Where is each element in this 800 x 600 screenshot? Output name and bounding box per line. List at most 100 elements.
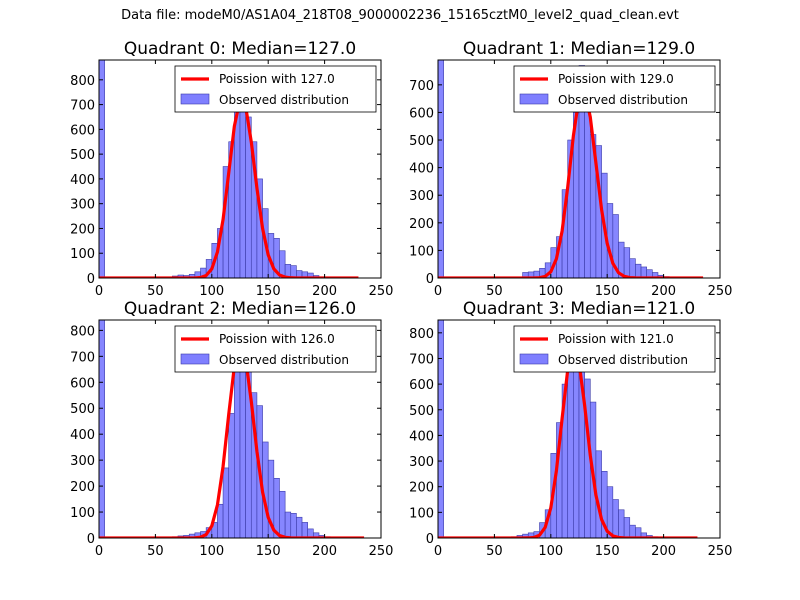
observed-bar — [239, 86, 246, 278]
x-tick-label: 0 — [434, 544, 442, 559]
legend-label-poisson: Poission with 127.0 — [219, 72, 335, 86]
axes-frame — [437, 319, 721, 539]
axes-frame — [98, 319, 382, 539]
y-tick-label: 400 — [70, 428, 95, 443]
y-tick-label: 200 — [70, 480, 95, 495]
legend-label-poisson: Poission with 121.0 — [558, 332, 674, 346]
x-tick-label: 150 — [256, 284, 281, 299]
x-tick-label: 150 — [595, 544, 620, 559]
legend: Poission with 127.0 Observed distribution — [174, 65, 377, 113]
y-tick-label: 100 — [409, 506, 434, 521]
x-tick-label: 250 — [369, 544, 394, 559]
legend-label-poisson: Poission with 129.0 — [558, 72, 674, 86]
legend-bar-swatch — [180, 93, 210, 105]
x-tick-label: 0 — [95, 284, 103, 299]
y-tick-label: 200 — [409, 217, 434, 232]
y-tick-label: 500 — [70, 402, 95, 417]
y-tick-label: 200 — [409, 481, 434, 496]
observed-bar — [234, 369, 241, 538]
observed-bar — [296, 516, 303, 538]
axes-frame — [437, 59, 721, 279]
observed-bar — [629, 524, 636, 538]
legend-box — [174, 325, 377, 373]
y-tick-label: 100 — [70, 247, 95, 262]
legend-label-observed: Observed distribution — [219, 93, 349, 107]
y-tick-label: 700 — [409, 79, 434, 94]
y-tick-label: 500 — [409, 134, 434, 149]
poisson-curve — [99, 98, 359, 278]
observed-bar — [222, 467, 230, 538]
legend-label-observed: Observed distribution — [558, 353, 688, 367]
x-tick-label: 50 — [486, 544, 503, 559]
y-tick-label: 700 — [70, 350, 95, 365]
observed-bar — [290, 265, 297, 278]
observed-bar — [584, 98, 591, 278]
y-tick-label: 0 — [426, 272, 434, 287]
y-tick-label: 500 — [409, 404, 434, 419]
x-tick-label: 0 — [434, 284, 442, 299]
observed-bar — [438, 320, 444, 538]
panel-title: Quadrant 1: Median=129.0 — [463, 39, 695, 59]
observed-bar — [284, 511, 292, 538]
x-tick-label: 100 — [199, 544, 224, 559]
quadrant-1-panel: 0 50 100 150 200 250 0 100 200 300 400 500 600 700 Qua… — [409, 39, 732, 299]
x-tick-label: 0 — [95, 544, 103, 559]
x-tick-label: 200 — [312, 544, 337, 559]
observed-bar — [629, 258, 636, 278]
x-tick-label: 100 — [199, 284, 224, 299]
legend-label-observed: Observed distribution — [219, 353, 349, 367]
figure-title: Data file: modeM0/AS1A04_218T08_90000022… — [121, 8, 679, 23]
observed-bar — [99, 60, 105, 278]
legend-box — [513, 325, 716, 373]
y-tick-label: 600 — [70, 123, 95, 138]
x-tick-label: 200 — [651, 544, 676, 559]
observed-bar — [228, 413, 235, 538]
x-tick-label: 50 — [486, 284, 503, 299]
y-tick-label: 300 — [70, 198, 95, 213]
y-tick-label: 0 — [426, 532, 434, 547]
poisson-curve — [438, 88, 704, 278]
legend-bar-swatch — [519, 93, 549, 105]
y-tick-label: 300 — [409, 189, 434, 204]
y-tick-label: 800 — [70, 324, 95, 339]
y-tick-label: 0 — [87, 272, 95, 287]
y-tick-label: 800 — [70, 74, 95, 89]
x-tick-label: 250 — [369, 284, 394, 299]
observed-bar — [99, 320, 105, 538]
legend-bar-swatch — [519, 353, 549, 365]
observed-bar — [279, 490, 286, 538]
y-tick-label: 400 — [70, 173, 95, 188]
x-tick-label: 250 — [708, 544, 733, 559]
y-tick-label: 100 — [70, 506, 95, 521]
legend: Poission with 121.0 Observed distribution — [513, 325, 716, 373]
y-tick-label: 0 — [87, 532, 95, 547]
poisson-curve — [99, 342, 365, 538]
y-tick-label: 300 — [70, 454, 95, 469]
observed-bar — [612, 499, 619, 538]
y-tick-label: 500 — [70, 148, 95, 163]
x-tick-label: 200 — [312, 284, 337, 299]
legend-bar-swatch — [180, 353, 210, 365]
axes-frame — [98, 59, 382, 279]
x-tick-label: 150 — [595, 284, 620, 299]
observed-bar — [623, 247, 631, 278]
y-tick-label: 700 — [409, 352, 434, 367]
legend-label-observed: Observed distribution — [558, 93, 688, 107]
observed-bar — [635, 263, 642, 278]
y-tick-label: 200 — [70, 222, 95, 237]
y-tick-label: 600 — [70, 376, 95, 391]
panel-title: Quadrant 2: Median=126.0 — [124, 299, 356, 319]
x-tick-label: 200 — [651, 284, 676, 299]
observed-bar — [618, 509, 625, 538]
y-tick-label: 600 — [409, 106, 434, 121]
x-tick-label: 100 — [538, 284, 563, 299]
observed-bar — [640, 266, 647, 278]
observed-bar — [623, 517, 631, 538]
quadrant-0-panel: 0 50 100 150 200 250 0 100 200 300 400 500 600 700 800… — [70, 39, 393, 299]
x-tick-label: 50 — [147, 544, 164, 559]
y-tick-label: 100 — [409, 244, 434, 259]
quadrant-2-panel: 0 50 100 150 200 250 0 100 200 300 400 500 600 700 800… — [70, 299, 393, 559]
y-tick-label: 700 — [70, 99, 95, 114]
x-tick-label: 250 — [708, 284, 733, 299]
legend-box — [174, 65, 377, 113]
